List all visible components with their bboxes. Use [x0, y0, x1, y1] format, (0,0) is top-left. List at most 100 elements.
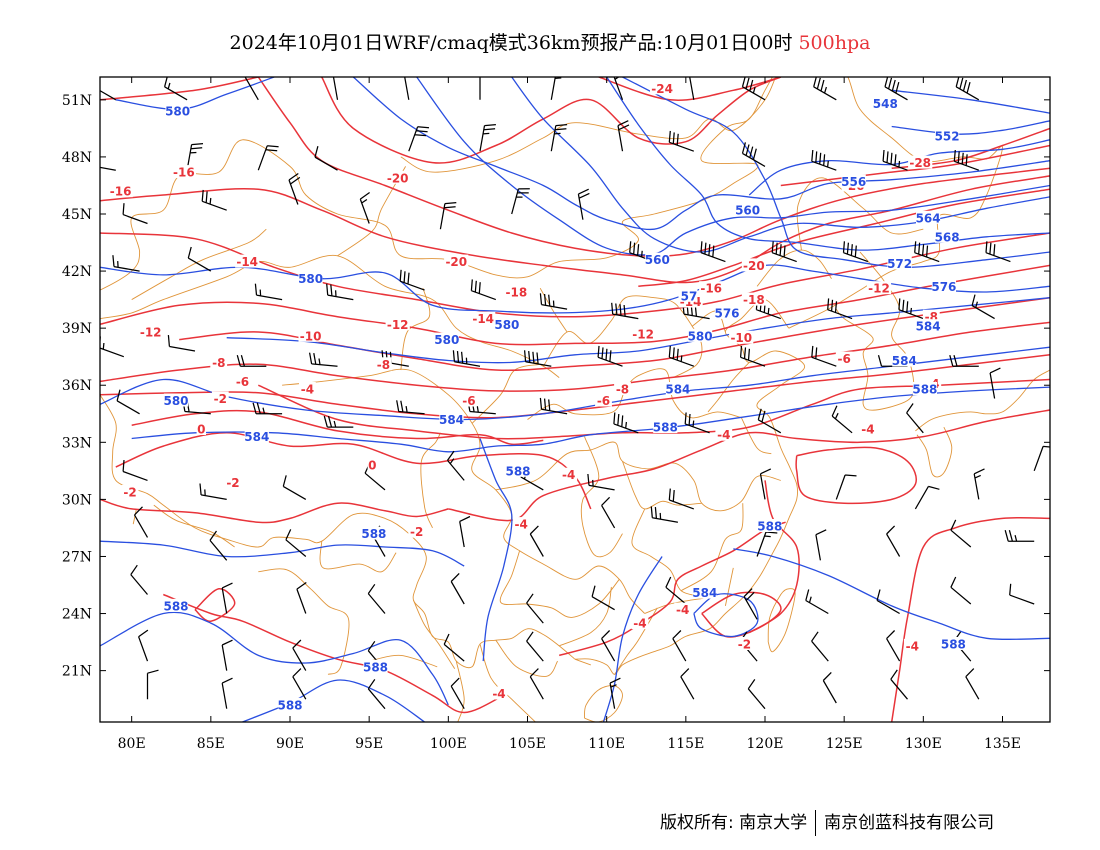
wind-barb: [285, 529, 307, 557]
x-tick-label: 80E: [118, 736, 146, 752]
wind-barb: [244, 77, 259, 101]
height-label-bg: [434, 332, 459, 346]
wind-barb: [665, 576, 687, 605]
wind-barb: [811, 149, 837, 171]
wind-barb: [1004, 530, 1035, 542]
wind-barb: [479, 123, 496, 152]
wind-barb: [739, 345, 766, 367]
temperature-label: -4: [861, 423, 874, 437]
y-tick-label: 42N: [62, 264, 92, 280]
height-contour: [242, 679, 425, 722]
wind-barb: [815, 529, 827, 561]
height-contour: [511, 77, 1050, 253]
temperature-label: -4: [717, 428, 730, 442]
height-label-bg: [494, 317, 519, 331]
height-label: 580: [434, 333, 459, 347]
wind-barb: [971, 294, 995, 320]
x-tick-label: 110E: [588, 736, 625, 752]
temperature-label: 0: [368, 459, 376, 473]
wind-barb: [381, 350, 409, 367]
height-label: 556: [841, 175, 866, 189]
temperature-label: -2: [123, 485, 136, 499]
temperature-label: -4: [492, 687, 505, 701]
wind-barb: [526, 631, 544, 662]
height-label-bg: [653, 420, 678, 434]
height-label: 588: [505, 464, 530, 478]
height-label: 588: [912, 383, 937, 397]
temperature-label-bg: [298, 328, 323, 342]
wind-barb: [914, 485, 940, 510]
x-tick-label: 120E: [747, 736, 784, 752]
y-axis: 21N 24N 27N 30N 33N 36N 39N 42N 45N 48N 51N: [62, 93, 1050, 680]
height-label-bg: [692, 585, 717, 599]
temperature-label: -6: [236, 375, 249, 389]
height-contour: [100, 540, 465, 567]
wind-barb: [609, 677, 621, 709]
temperature-label-bg: [835, 351, 853, 365]
wind-barb: [611, 302, 639, 320]
height-label: 57: [681, 289, 698, 303]
temperature-label-bg: [595, 393, 612, 407]
wind-barb: [876, 589, 900, 615]
wind-barb: [396, 400, 425, 415]
temperature-contour: [194, 588, 236, 622]
height-label-bg: [680, 288, 698, 302]
temperature-contour: [100, 77, 259, 101]
border-line: [499, 550, 620, 618]
wind-barb: [842, 241, 869, 263]
wind-barb: [882, 149, 908, 171]
temperature-label-bg: [210, 355, 228, 369]
wind-barb: [100, 336, 125, 358]
height-label-bg: [714, 305, 740, 319]
height-label-bg: [935, 129, 960, 142]
temperature-label: -16: [110, 185, 132, 199]
wind-barbs: [100, 77, 1050, 710]
temperature-label: -4: [676, 603, 689, 617]
y-tick-label: 36N: [62, 378, 92, 394]
temperature-label-bg: [138, 325, 163, 338]
temperature-contour: [100, 232, 1050, 318]
height-label: 588: [163, 599, 188, 613]
height-contour: [100, 346, 1050, 421]
wind-barb: [955, 77, 980, 101]
chart-title: 2024年10月01日WRF/cmaq模式36km预报产品:10月01日00时 5…: [0, 28, 1100, 55]
wind-barb: [314, 146, 338, 171]
wind-barb: [122, 203, 148, 225]
copyright-text: 版权所有: 南京大学: [660, 813, 808, 833]
wind-barb: [668, 488, 695, 510]
wind-barb: [822, 671, 837, 704]
temperature-label: -6: [597, 394, 610, 408]
height-label-bg: [505, 463, 531, 477]
height-label-bg: [277, 697, 303, 711]
temperature-label: -4: [633, 617, 646, 631]
height-label-bg: [665, 382, 690, 395]
temperature-contour: [100, 354, 1050, 419]
height-contour: [100, 611, 449, 706]
border-line: [100, 77, 773, 395]
temperature-label: -10: [730, 331, 752, 345]
height-label: 572: [887, 257, 912, 271]
wind-barb: [550, 123, 568, 152]
height-contour: [622, 77, 1050, 268]
temperature-contour: [321, 77, 782, 164]
border-line: [724, 567, 734, 606]
wind-barb: [209, 530, 228, 561]
wind-barb: [668, 345, 695, 367]
wind-barb: [446, 450, 465, 481]
wind-barb: [404, 77, 410, 100]
border-line: [740, 417, 772, 455]
temperature-label-bg: [736, 637, 753, 650]
wind-barb: [577, 188, 590, 220]
temperature-label: -28: [909, 156, 931, 170]
wind-barb: [813, 77, 837, 101]
wind-barb: [672, 630, 687, 662]
border-line: [707, 362, 750, 413]
height-contour: [693, 593, 759, 638]
x-tick-label: 115E: [667, 736, 704, 752]
height-label-bg: [163, 393, 189, 407]
y-tick-label: 24N: [62, 607, 92, 623]
height-contour: [100, 264, 1050, 314]
height-label-bg: [244, 429, 269, 443]
temperature-contour: [100, 264, 1050, 346]
